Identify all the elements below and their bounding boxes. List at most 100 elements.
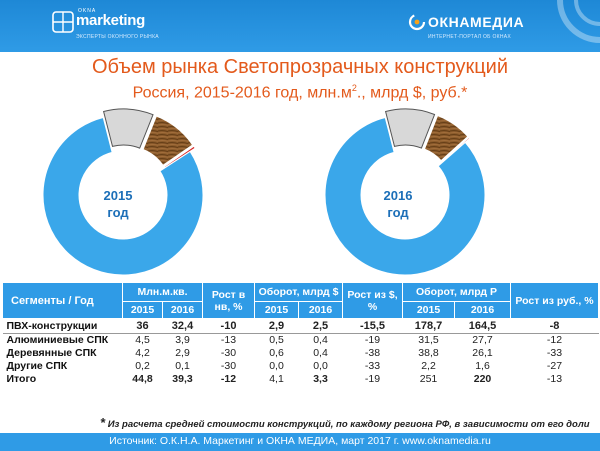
right-logo-brand: ОКНАМЕДИА: [428, 14, 525, 30]
cell-rub-2015: 2,2: [421, 360, 436, 372]
table-row: ПВХ-конструкции 36 32,4 -10 2,9 2,5 -15,…: [2, 319, 599, 334]
table-row-total: Итого 44,8 39,3 -12 4,1 3,3 -19 251 220 …: [3, 373, 599, 386]
pie-chart-2015: 2015 год: [38, 108, 208, 280]
cell-volume-2015: 36: [136, 320, 149, 332]
cell-volume-2016: 39,3: [172, 373, 193, 385]
row-name: Алюминиевые СПК: [6, 334, 109, 347]
header-usd-2016: 2016: [298, 301, 343, 319]
subtitle-main: Россия, 2015-2016 год, млн.м: [132, 84, 352, 102]
table-row: Другие СПК 0,2 0,1 -30 0,0 0,0 -33 2,2 1…: [3, 360, 599, 373]
cell-growth-rub: -12: [546, 334, 563, 347]
pie-2015-center-label: 2015 год: [88, 187, 148, 221]
cell-growth-usd: -33: [364, 360, 381, 372]
pie-slice-aluminium: [102, 108, 154, 149]
cell-rub-2015: 31,5: [418, 334, 439, 347]
header-volume-2016: 2016: [162, 301, 203, 319]
table-header-row-1: Сегменты / Год Млн.м.кв. Рост в нв, % Об…: [2, 282, 599, 319]
cell-growth-rub: -8: [549, 320, 560, 332]
cell-usd-2016: 0,4: [313, 347, 328, 359]
oknamedia-logo: ОКНАМЕДИА ИНТЕРНЕТ-ПОРТАЛ ОБ ОКНАХ: [408, 10, 568, 48]
cell-usd-2015: 0,6: [269, 347, 284, 359]
pie-2015-year: 2015: [103, 188, 133, 203]
cell-rub-2016: 26,1: [472, 347, 493, 359]
pie-slice-pvc: [42, 116, 204, 276]
left-logo-top-text: OKNA: [78, 8, 97, 14]
pie-slice-aluminium: [384, 108, 436, 149]
pie-2016-year: 2016: [383, 188, 413, 203]
okna-marketing-mark-icon: [52, 11, 74, 33]
header-volume-2015: 2015: [122, 301, 163, 319]
cell-growth-usd: -19: [364, 334, 381, 347]
cell-rub-2016: 164,5: [468, 320, 497, 332]
left-logo-tagline: ЭКСПЕРТЫ ОКОННОГО РЫНКА: [76, 34, 159, 40]
cell-usd-2015: 0,0: [269, 360, 284, 372]
cell-growth-usd: -15,5: [359, 320, 386, 332]
header-growth-usd: Рост из $, %: [342, 282, 403, 319]
cell-growth-rub: -13: [546, 373, 563, 385]
cell-usd-2016: 2,5: [312, 320, 329, 332]
pie-slice-wood: [423, 114, 469, 162]
cell-usd-2015: 2,9: [268, 320, 285, 332]
row-name: Другие СПК: [6, 360, 68, 372]
chart-title: Объем рынка Светопрозрачных конструкций: [91, 56, 509, 78]
cell-growth-volume: -10: [220, 320, 237, 332]
cell-volume-2015: 0,2: [135, 360, 150, 372]
cell-volume-2016: 3,9: [175, 334, 190, 347]
pie-slice-pvc: [324, 116, 486, 276]
cell-volume-2016: 2,9: [175, 347, 190, 359]
cell-usd-2015: 0,5: [269, 334, 284, 347]
cell-volume-2016: 0,1: [175, 360, 190, 372]
footnote-text: Из расчета средней стоимости конструкций…: [107, 419, 590, 430]
cell-growth-volume: -13: [220, 334, 237, 347]
header-usd-2015: 2015: [254, 301, 299, 319]
header-turnover-rub: Оборот, млрд Р: [402, 282, 511, 302]
subtitle-superscript: 2: [351, 83, 357, 93]
cell-growth-usd: -19: [364, 373, 381, 385]
cell-rub-2015: 38,8: [418, 347, 439, 359]
chart-subtitle: Россия, 2015-2016 год, млн.м2., млрд $, …: [0, 83, 600, 102]
cell-growth-volume: -12: [220, 373, 237, 385]
pie-2015-svg: [42, 108, 204, 276]
table-row: Алюминиевые СПК 4,5 3,9 -13 0,5 0,4 -19 …: [3, 334, 599, 347]
pie-2016-year-word: год: [387, 205, 409, 220]
table-row: Деревянные СПК 4,2 2,9 -30 0,6 0,4 -38 3…: [3, 347, 599, 360]
row-name: ПВХ-конструкции: [6, 320, 98, 332]
cell-rub-2016: 27,7: [472, 334, 493, 347]
source-bar: [0, 433, 600, 451]
pie-slice-wood: [142, 115, 194, 167]
cell-growth-volume: -30: [220, 360, 237, 372]
pie-chart-2016: 2016 год: [320, 108, 490, 280]
row-name: Деревянные СПК: [6, 347, 97, 359]
cell-rub-2015: 251: [419, 373, 438, 385]
cell-rub-2016: 1,6: [475, 360, 490, 372]
oknamedia-mark-icon: [408, 13, 426, 31]
cell-rub-2016: 220: [473, 373, 492, 385]
footnote-star: *: [100, 415, 106, 430]
cell-volume-2015: 44,8: [132, 373, 153, 385]
data-table: Сегменты / Год Млн.м.кв. Рост в нв, % Об…: [2, 282, 599, 386]
row-name: Итого: [6, 373, 37, 385]
header-rub-2015: 2015: [402, 301, 455, 319]
footnote: * Из расчета средней стоимости конструкц…: [100, 415, 590, 430]
header-volume: Млн.м.кв.: [122, 282, 203, 302]
header-growth-rub: Рост из руб., %: [510, 282, 599, 319]
cell-growth-volume: -30: [220, 347, 237, 359]
header-segments: Сегменты / Год: [2, 282, 123, 319]
cell-usd-2015: 4,1: [269, 373, 284, 385]
pie-2016-svg: [324, 108, 486, 276]
header-band: OKNA marketing ЭКСПЕРТЫ ОКОННОГО РЫНКА О…: [0, 0, 600, 52]
header-growth-volume: Рост в нв, %: [202, 282, 255, 319]
cell-volume-2015: 4,5: [135, 334, 150, 347]
cell-growth-usd: -38: [364, 347, 381, 359]
table-header-row-2: 2015 2016 2015 2016 2015 2016: [3, 301, 599, 319]
cell-usd-2016: 3,3: [313, 373, 328, 385]
cell-usd-2016: 0,4: [313, 334, 328, 347]
header-turnover-usd: Оборот, млрд $: [254, 282, 343, 302]
cell-rub-2015: 178,7: [414, 320, 443, 332]
subtitle-rest: ., млрд $, руб.*: [356, 84, 468, 102]
okna-marketing-logo: OKNA marketing ЭКСПЕРТЫ ОКОННОГО РЫНКА: [52, 8, 172, 48]
pie-2015-year-word: год: [107, 205, 129, 220]
left-logo-brand: marketing: [76, 12, 145, 29]
cell-volume-2015: 4,2: [135, 347, 150, 359]
header-rub-2016: 2016: [454, 301, 511, 319]
